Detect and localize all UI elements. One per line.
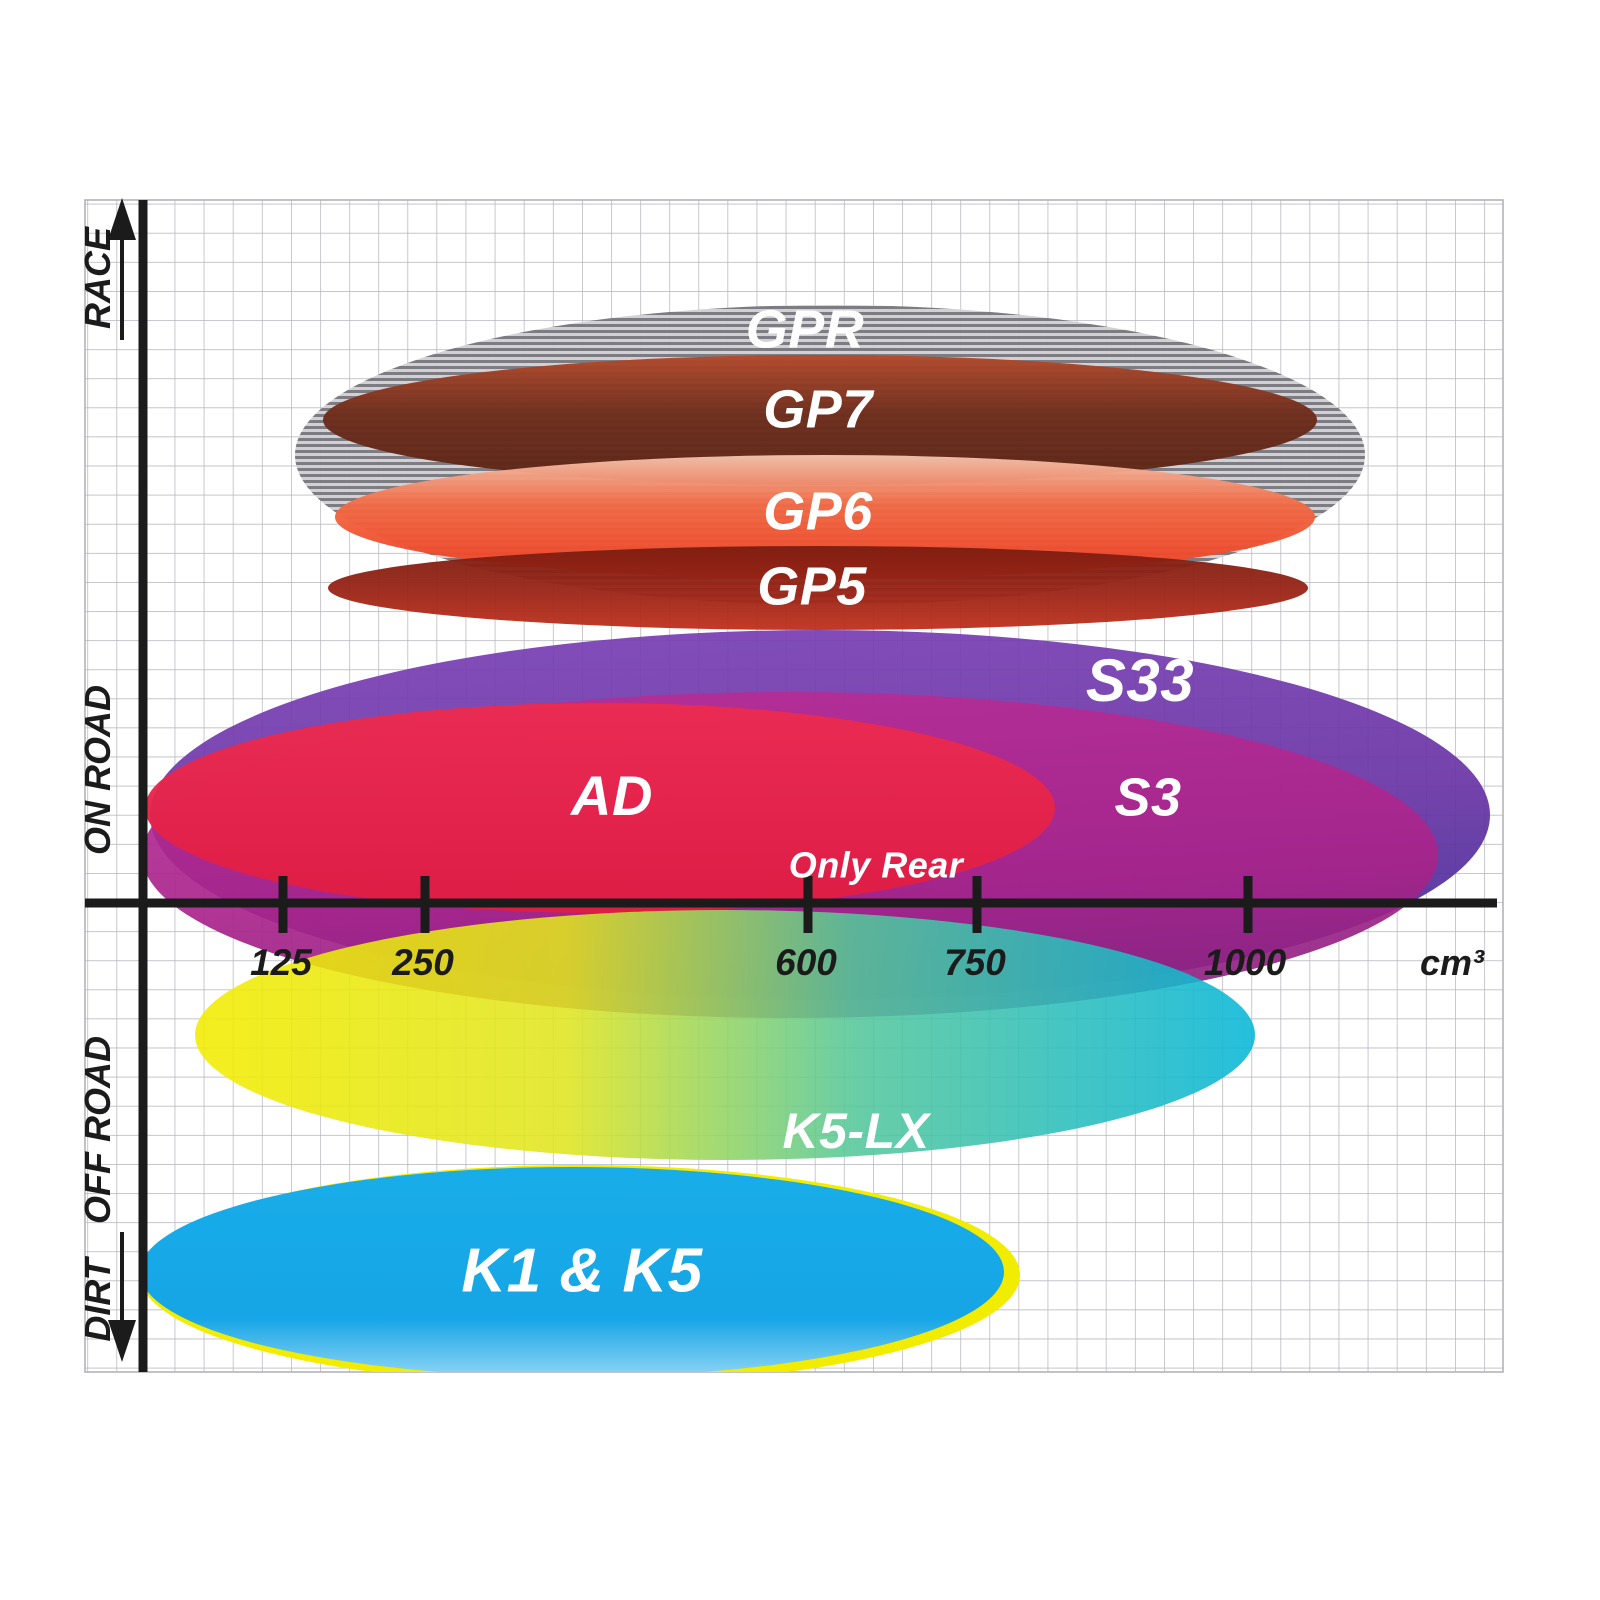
region-ad-shape: [145, 703, 1055, 913]
region-label-gp5: GP5: [757, 556, 867, 616]
x-tick-label-125: 125: [250, 942, 313, 983]
region-gp7-shape: [323, 355, 1317, 485]
region-gp6-shape: [335, 455, 1315, 579]
y-band-label-offroad: OFF ROAD: [77, 1036, 118, 1224]
x-tick-label-250: 250: [391, 942, 454, 983]
axis-group: [85, 198, 1497, 1372]
region-label-gp7: GP7: [763, 379, 875, 439]
region-labels: GPR GP7 GP6 GP5 S33 S3 AD Only Rear K5-L…: [461, 299, 1194, 1305]
dirt-region-group: [140, 1165, 1020, 1372]
region-label-gp6: GP6: [763, 481, 873, 541]
region-label-k5lx: K5-LX: [783, 1103, 932, 1159]
x-axis-unit-label: cm³: [1420, 942, 1485, 983]
x-tick-label-750: 750: [944, 942, 1006, 983]
y-band-label-onroad: ON ROAD: [77, 685, 118, 855]
region-label-only-rear: Only Rear: [789, 845, 965, 886]
x-tick-labels: 125 250 600 750 1000: [250, 942, 1286, 983]
x-tick-label-600: 600: [775, 942, 837, 983]
region-label-k1k5: K1 & K5: [461, 1236, 703, 1305]
offroad-region-group: [195, 910, 1255, 1160]
region-k1k5-shape: [140, 1167, 1004, 1372]
region-label-gpr: GPR: [746, 299, 865, 359]
y-band-label-race: RACE: [77, 226, 118, 329]
race-direction-arrow: [108, 198, 136, 340]
dirt-direction-arrow: [108, 1232, 136, 1362]
race-region-group: [295, 305, 1365, 630]
region-label-s3: S3: [1114, 767, 1181, 827]
x-axis-ticks: [278, 876, 1253, 933]
y-band-labels: RACE ON ROAD OFF ROAD DIRT: [77, 226, 118, 1342]
region-gp5-shape: [328, 546, 1308, 630]
region-k5lx-shape: [195, 910, 1255, 1160]
x-tick-label-1000: 1000: [1204, 942, 1287, 983]
region-label-ad: AD: [569, 764, 653, 827]
y-band-label-dirt: DIRT: [77, 1255, 118, 1341]
region-label-s33: S33: [1086, 647, 1194, 714]
